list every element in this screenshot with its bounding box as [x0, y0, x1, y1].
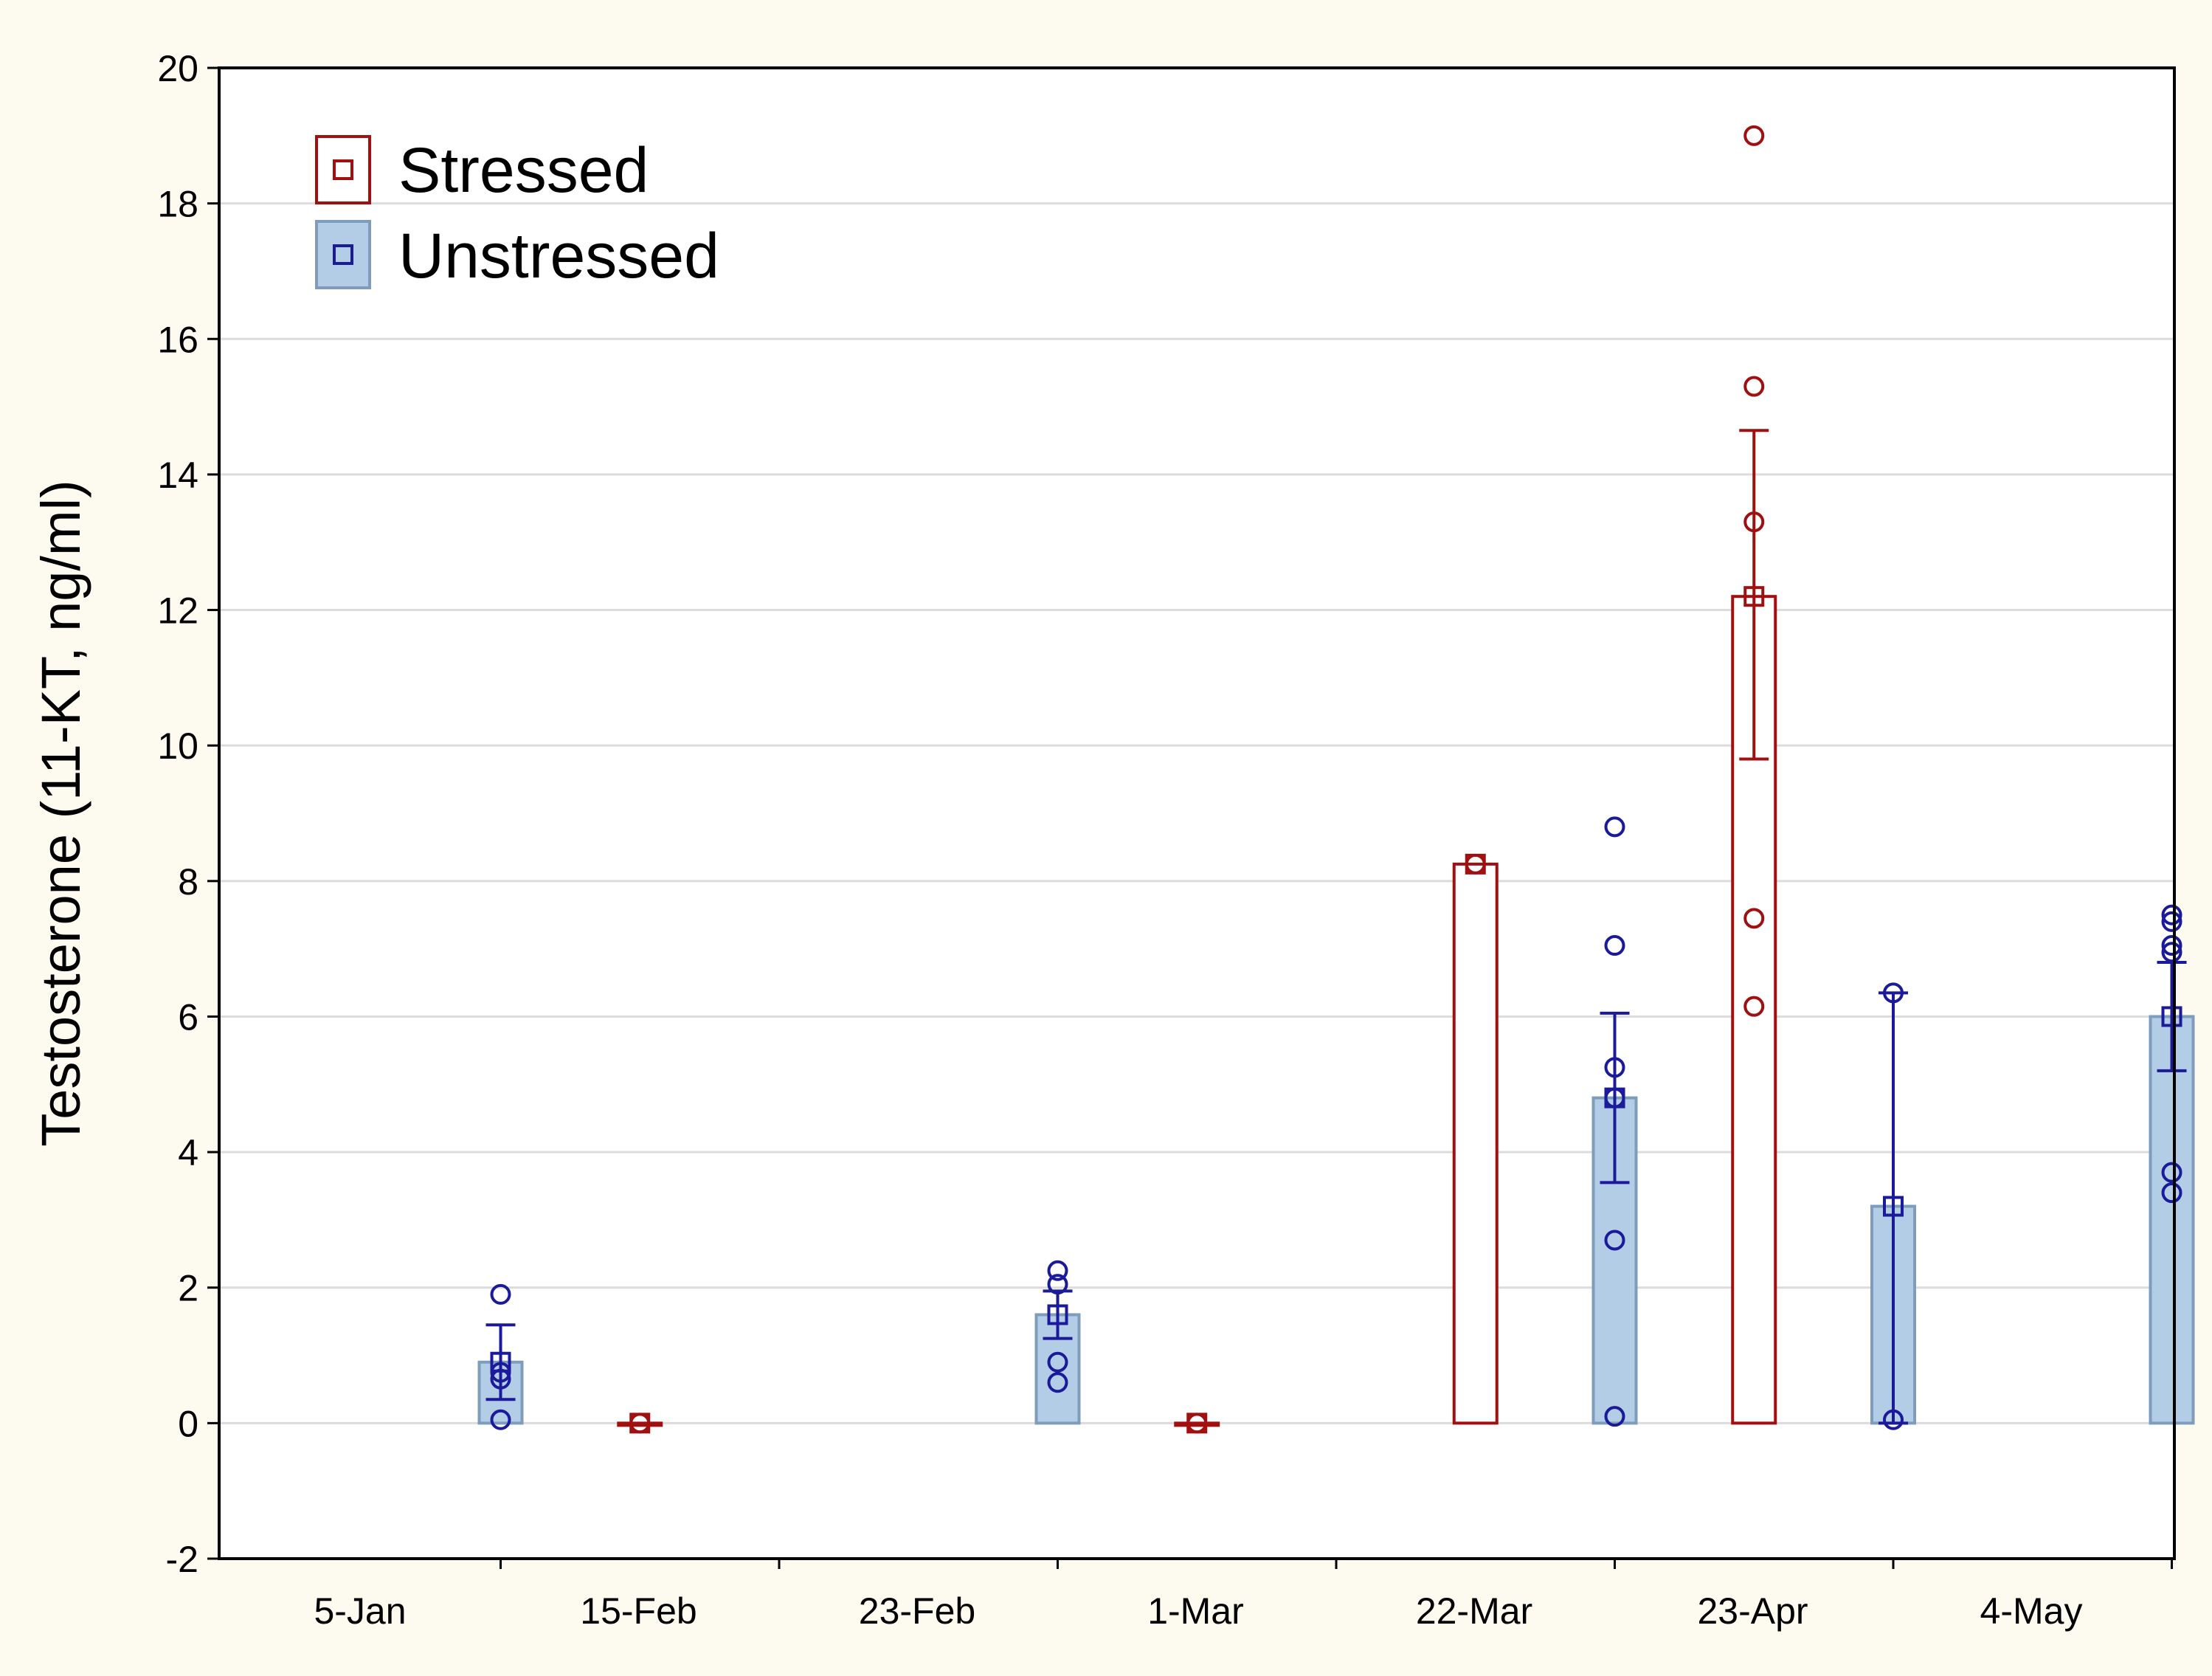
- y-tick-label: 12: [157, 590, 198, 632]
- x-tick-label: 22-Mar: [1416, 1590, 1532, 1632]
- x-tick-label: 23-Feb: [859, 1590, 975, 1632]
- legend-marker-unstressed: [333, 244, 353, 265]
- y-tick-label: 6: [178, 996, 198, 1038]
- mean-marker-unstressed: [1883, 1196, 1904, 1217]
- x-tick-label: 4-May: [1980, 1590, 2083, 1632]
- y-tick-label: 2: [178, 1268, 198, 1309]
- y-tick-label: 0: [178, 1403, 198, 1444]
- mean-marker-unstressed: [1604, 1087, 1625, 1108]
- mean-marker-unstressed: [2161, 1006, 2182, 1027]
- mean-marker-stressed: [629, 1413, 651, 1434]
- data-point-unstressed: [2161, 942, 2182, 963]
- mean-marker-unstressed: [490, 1351, 511, 1373]
- legend-swatch-unstressed: [315, 220, 371, 289]
- bar-stressed: [1174, 1421, 1220, 1427]
- data-point-unstressed: [2161, 1162, 2182, 1183]
- y-axis-label: Testosterone (11-KT, ng/ml): [30, 480, 91, 1146]
- plot-area: [219, 68, 2174, 1559]
- x-tick-label: 1-Mar: [1147, 1590, 1244, 1632]
- y-tick-label: 8: [178, 861, 198, 903]
- legend-swatch-stressed: [315, 135, 371, 204]
- y-tick-label: 20: [157, 48, 198, 89]
- points-layer: [485, 125, 2187, 1434]
- mean-marker-stressed: [1186, 1413, 1208, 1434]
- data-point-stressed: [1743, 996, 1765, 1017]
- legend-marker-stressed: [333, 159, 353, 180]
- mean-marker-stressed: [1465, 853, 1486, 875]
- x-tick-label: 15-Feb: [580, 1590, 697, 1632]
- data-point-unstressed: [1604, 935, 1625, 956]
- data-point-unstressed: [2161, 904, 2182, 925]
- legend-entry-unstressed: Unstressed: [315, 220, 719, 292]
- bar-stressed: [617, 1421, 663, 1427]
- data-point-unstressed: [1883, 1409, 1904, 1430]
- y-axis: -2 0 2 4 6 8 10 12 14 16 18 20: [157, 48, 219, 1580]
- data-point-unstressed: [2161, 1182, 2182, 1204]
- y-tick-label: 14: [157, 455, 198, 496]
- x-tick-label: 5-Jan: [314, 1590, 406, 1632]
- y-tick-label: -2: [166, 1539, 198, 1580]
- mean-marker-stressed: [1743, 586, 1765, 607]
- data-point-unstressed: [1047, 1260, 1068, 1281]
- data-point-stressed: [1743, 511, 1765, 533]
- data-point-unstressed: [1047, 1372, 1068, 1393]
- y-tick-label: 10: [157, 725, 198, 767]
- data-point-unstressed: [1047, 1351, 1068, 1373]
- data-point-unstressed: [1604, 1230, 1625, 1251]
- y-tick-label: 18: [157, 184, 198, 225]
- data-point-stressed: [1743, 125, 1765, 146]
- data-point-unstressed: [2161, 911, 2182, 932]
- legend: Stressed Unstressed: [315, 135, 719, 292]
- legend-label-unstressed: Unstressed: [398, 221, 719, 292]
- legend-label-stressed: Stressed: [398, 135, 649, 206]
- data-point-stressed: [1743, 376, 1765, 397]
- plot-frame: [218, 66, 2176, 1560]
- x-tick-label: 23-Apr: [1697, 1590, 1808, 1632]
- data-point-unstressed: [1047, 1274, 1068, 1295]
- data-point-stressed: [1743, 908, 1765, 929]
- data-point-unstressed: [490, 1283, 511, 1305]
- grid-lines: [219, 202, 2174, 1424]
- data-point-unstressed: [1604, 1057, 1625, 1078]
- y-tick-label: 4: [178, 1132, 198, 1173]
- data-point-unstressed: [1604, 816, 1625, 838]
- legend-entry-stressed: Stressed: [315, 135, 649, 206]
- data-point-unstressed: [2161, 935, 2182, 956]
- bar-unstressed: [2149, 1015, 2195, 1425]
- x-axis: 5-Jan 15-Feb 23-Feb 1-Mar 22-Mar 23-Apr 4-May: [314, 1559, 2173, 1632]
- data-point-unstressed: [1883, 982, 1904, 1004]
- data-point-unstressed: [490, 1409, 511, 1430]
- bar-stressed: [1452, 862, 1499, 1425]
- data-point-unstressed: [1604, 1406, 1625, 1427]
- mean-marker-unstressed: [1047, 1304, 1068, 1325]
- y-tick-label: 16: [157, 319, 198, 360]
